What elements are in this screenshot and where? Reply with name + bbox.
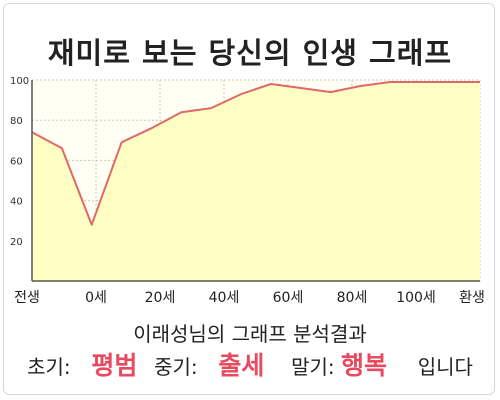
stage-late-label: 말기: [291,355,335,379]
series-line [31,81,480,226]
x-tick-label: 0세 [85,290,107,306]
stage-early-value: 평범 [91,351,138,380]
x-tick-label: 40세 [209,290,240,306]
stage-late-value: 행복 [340,351,387,380]
y-tick-labels: 20 40 60 80 100 [10,76,29,248]
y-tick-label: 60 [10,156,23,167]
y-tick-label: 100 [10,76,29,87]
chart-title: 재미로 보는 당신의 인생 그래프 [47,36,453,70]
stage-middle-value: 출세 [218,351,265,380]
y-tick-label: 40 [10,197,23,208]
y-tick-label: 80 [10,116,23,127]
stage-middle-label: 중기: [154,355,198,379]
result-subtitle: 이래성님의 그래프 분석결과 [133,322,367,346]
card-frame [3,3,495,395]
x-tick-label: 전생 [14,290,40,306]
x-tick-label: 환생 [459,290,485,306]
result-summary: 초기: 평범 중기: 출세 말기: 행복 입니다 [0,346,500,382]
x-tick-label: 20세 [145,290,176,306]
x-tick-label: 80세 [337,290,368,306]
y-tick-label: 20 [10,237,23,248]
x-tick-labels: 전생 0세 20세 40세 60세 80세 100세 환생 [14,290,485,306]
result-suffix: 입니다 [417,355,473,379]
x-tick-label: 60세 [273,290,304,306]
stage-early-label: 초기: [27,355,71,379]
x-tick-label: 100세 [396,290,436,306]
